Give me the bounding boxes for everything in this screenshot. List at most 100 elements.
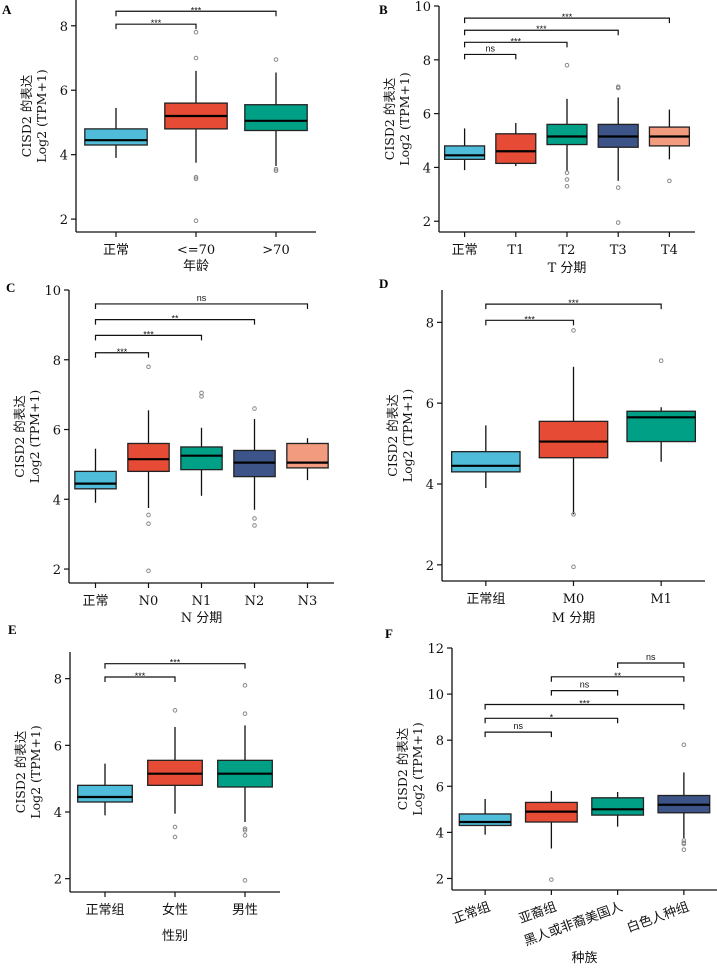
x-tick-label: 女性 xyxy=(162,902,188,918)
panel-f: F 2 4 6 8 10 12 CISD2 的表达 Log2 (TPM+1) 正常组 亚裔组 黑人或… xyxy=(360,610,717,968)
outlier-point xyxy=(564,183,570,189)
box-2 xyxy=(626,410,697,443)
panel-label-e: E xyxy=(8,622,17,637)
y-tick-label: 2 xyxy=(60,213,68,228)
y-tick-label: 6 xyxy=(426,397,434,412)
outlier-point xyxy=(615,85,621,91)
outlier-point xyxy=(193,29,199,35)
y-axis-title-line2: Log2 (TPM+1) xyxy=(34,69,49,162)
significance-bracket xyxy=(94,334,203,341)
box-0 xyxy=(84,128,148,146)
significance-label: *** xyxy=(511,36,522,46)
significance-label: ns xyxy=(485,43,495,53)
outlier-point xyxy=(172,834,178,840)
outlier-point xyxy=(193,218,199,224)
significance-label: *** xyxy=(191,5,202,15)
y-tick-label: 12 xyxy=(427,642,444,657)
significance-label: *** xyxy=(135,671,146,681)
outlier-point xyxy=(571,328,576,333)
y-axis-title-line1: CISD2 的表达 xyxy=(385,394,400,477)
x-axis-title: 年龄 xyxy=(183,259,209,274)
box-0 xyxy=(443,145,486,161)
y-tick-label: 8 xyxy=(436,734,444,749)
outlier-point xyxy=(242,683,248,688)
outlier-point xyxy=(252,516,257,521)
y-axis-title-line2: Log2 (TPM+1) xyxy=(27,390,42,483)
significance-label: ** xyxy=(171,314,179,324)
x-tick-label: T4 xyxy=(661,243,678,258)
significance-label: ns xyxy=(580,680,590,690)
box-1 xyxy=(127,442,170,473)
panel-label-d: D xyxy=(379,276,389,291)
y-tick-label: 8 xyxy=(423,54,431,69)
significance-bracket xyxy=(464,17,670,24)
y-tick-label: 2 xyxy=(436,872,444,887)
significance-bracket xyxy=(94,319,256,325)
panel-label-b: B xyxy=(379,2,388,17)
panel-label-a: A xyxy=(2,2,12,17)
box-2 xyxy=(244,104,308,132)
y-tick-label: 10 xyxy=(44,284,61,299)
x-tick-label: 正常 xyxy=(103,243,129,258)
outlier-point xyxy=(549,877,554,882)
y-axis-title-line2: Log2 (TPM+1) xyxy=(397,72,412,165)
y-axis-title-line1: CISD2 的表达 xyxy=(395,727,410,810)
outlier-point xyxy=(172,824,178,830)
y-axis-title-line2: Log2 (TPM+1) xyxy=(28,725,43,818)
significance-bracket xyxy=(485,319,575,326)
outlier-point xyxy=(681,847,687,852)
significance-bracket xyxy=(617,662,685,668)
outlier-point xyxy=(658,358,664,364)
outlier-point xyxy=(252,523,257,528)
outlier-point xyxy=(273,57,279,62)
y-tick-label: 2 xyxy=(426,559,434,574)
box-0 xyxy=(450,451,521,473)
box-2 xyxy=(180,446,223,471)
y-tick-label: 8 xyxy=(54,673,62,688)
boxplot-age: 2 4 6 8 CISD2 的表达 Log2 (TPM+1) 正常 <=70 >70 *** ***… xyxy=(19,0,316,274)
x-axis-title: N 分期 xyxy=(181,611,223,626)
x-tick-label: 正常组 xyxy=(466,592,505,607)
panel-d: D 2 4 6 8 CISD2 的表达 Log2 (TPM+1) 正常组 M0 M1 *** ***… xyxy=(360,276,717,626)
significance-bracket xyxy=(484,703,685,710)
box-1 xyxy=(538,420,609,459)
y-tick-label: 8 xyxy=(53,354,61,369)
outlier-point xyxy=(199,394,204,399)
outlier-point xyxy=(571,564,576,570)
x-tick-label: T3 xyxy=(610,243,627,258)
outlier-point xyxy=(242,828,248,833)
significance-bracket xyxy=(550,676,685,682)
x-tick-label: 正常 xyxy=(452,243,478,258)
x-tick-label: M0 xyxy=(563,592,585,607)
significance-bracket xyxy=(484,717,619,724)
panel-e: E 2 4 6 8 CISD2 的表达 Log2 (TPM+1) 正常组 女性 男性 *** ***… xyxy=(0,610,360,968)
significance-bracket xyxy=(94,303,309,309)
x-tick-label: 男性 xyxy=(232,903,258,918)
outlier-point xyxy=(146,521,151,527)
x-axis-title: T 分期 xyxy=(548,261,587,276)
box-1 xyxy=(495,133,537,165)
significance-bracket xyxy=(104,676,176,682)
x-axis-title: M 分期 xyxy=(552,611,595,626)
y-tick-label: 4 xyxy=(436,826,444,841)
y-tick-label: 6 xyxy=(54,739,62,754)
significance-bracket xyxy=(485,303,662,310)
x-tick-label: M1 xyxy=(650,592,672,607)
outlier-point xyxy=(193,55,199,61)
box-4 xyxy=(286,442,329,469)
box-0 xyxy=(77,784,133,803)
y-axis-title-line2: Log2 (TPM+1) xyxy=(400,389,415,482)
outlier-point xyxy=(681,742,687,748)
x-tick-label: N3 xyxy=(298,594,318,609)
outlier-point xyxy=(252,406,257,411)
significance-label: *** xyxy=(117,347,128,357)
outlier-point xyxy=(242,833,248,838)
outlier-point xyxy=(193,174,199,180)
y-tick-label: 2 xyxy=(54,873,62,888)
outlier-point xyxy=(146,364,151,370)
outlier-point xyxy=(667,178,672,184)
y-tick-label: 8 xyxy=(426,316,434,331)
x-tick-label: <=70 xyxy=(177,243,215,258)
significance-bracket xyxy=(550,690,619,696)
